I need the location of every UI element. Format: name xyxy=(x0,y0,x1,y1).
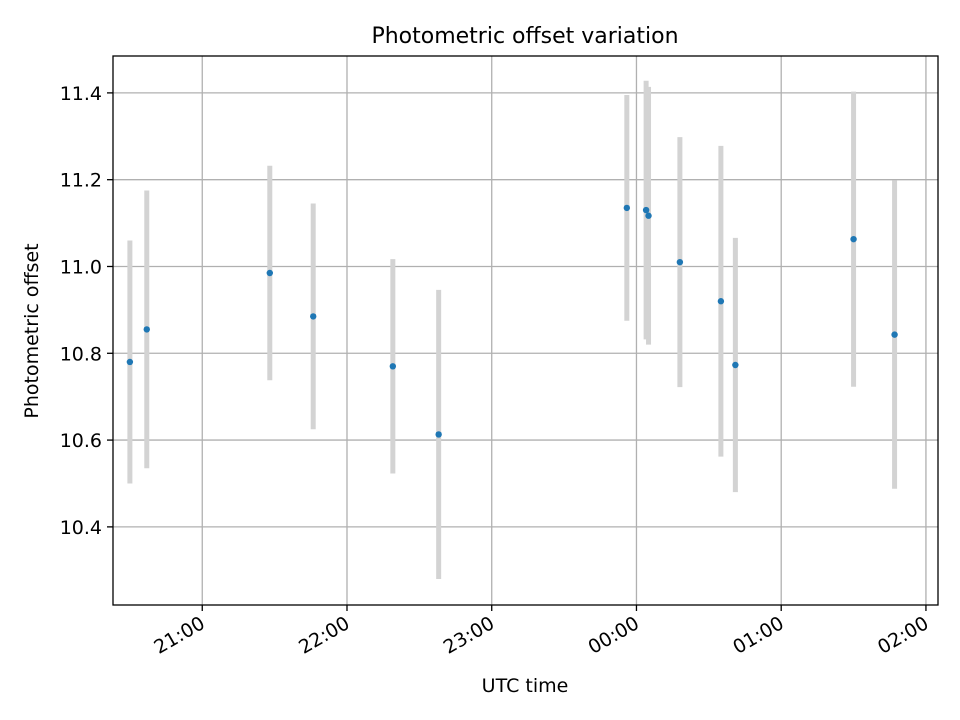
chart-title: Photometric offset variation xyxy=(371,24,678,49)
data-point xyxy=(126,358,134,366)
x-tick-label: 01:00 xyxy=(729,612,787,658)
data-point xyxy=(732,361,739,369)
y-axis-label: Photometric offset xyxy=(21,243,43,418)
data-point xyxy=(435,431,442,438)
y-tick-label: 11.4 xyxy=(60,83,102,105)
data-point xyxy=(676,258,684,266)
grid xyxy=(113,56,938,605)
x-tick-label: 22:00 xyxy=(295,612,353,658)
y-tick-label: 10.6 xyxy=(60,430,102,452)
data-point xyxy=(850,235,857,243)
data-point xyxy=(645,212,652,219)
plot-frame xyxy=(112,55,939,606)
data-point xyxy=(891,331,898,338)
y-tick-label: 11.2 xyxy=(60,170,102,192)
x-axis-ticks: 21:00 22:00 23:00 00:00 01:00 02:00 xyxy=(150,605,932,659)
data-point xyxy=(310,313,317,320)
data-point xyxy=(266,269,273,277)
x-tick-label: 21:00 xyxy=(150,612,208,658)
data-point xyxy=(389,363,397,370)
y-tick-label: 10.8 xyxy=(60,343,102,365)
data-point xyxy=(623,204,631,212)
data-point xyxy=(717,298,725,305)
y-tick-label: 10.4 xyxy=(60,517,102,539)
y-axis-ticks: 10.4 10.6 10.8 11.0 11.2 11.4 xyxy=(60,83,113,539)
x-tick-label: 02:00 xyxy=(874,612,932,658)
error-bars xyxy=(127,80,898,579)
data-points xyxy=(126,204,898,438)
data-point xyxy=(143,326,150,333)
x-tick-label: 23:00 xyxy=(440,612,498,658)
y-tick-label: 11.0 xyxy=(60,256,102,278)
x-tick-label: 00:00 xyxy=(585,612,643,658)
data-point xyxy=(642,206,650,214)
x-axis-label: UTC time xyxy=(482,675,569,697)
